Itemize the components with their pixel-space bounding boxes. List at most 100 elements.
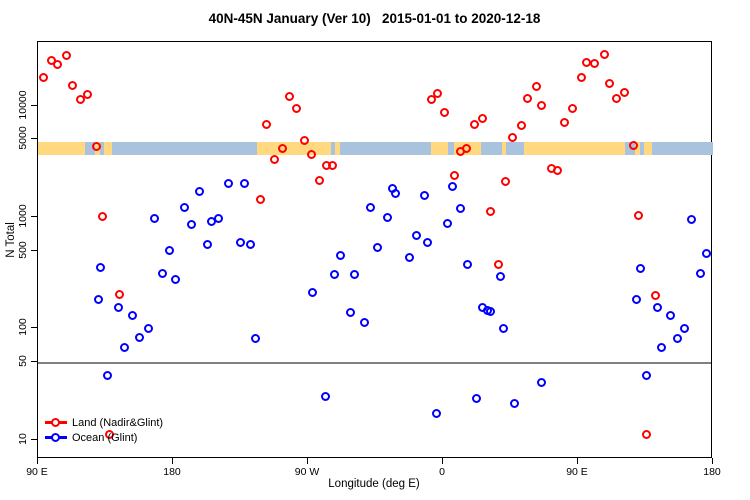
map-strip-segment-ocean: [447, 142, 454, 155]
y-axis-title: N Total: [5, 222, 17, 258]
legend-item-land: Land (Nadir&Glint): [44, 415, 163, 430]
x-axis-title: Longitude (deg E): [328, 478, 420, 490]
ocean-point: [680, 323, 690, 333]
map-strip-segment-ocean: [84, 142, 95, 155]
ocean-point: [656, 343, 666, 353]
land-point: [104, 430, 114, 440]
land-point: [114, 289, 124, 299]
x-tick-mark: [577, 458, 578, 464]
legend-label-land: Land (Nadir&Glint): [72, 416, 164, 429]
ocean-point: [696, 268, 706, 278]
map-strip-segment-land: [257, 142, 331, 155]
land-point: [439, 108, 449, 118]
land-point: [92, 142, 102, 152]
x-tick-mark: [307, 458, 308, 464]
land-point: [536, 101, 546, 111]
map-strip-segment-land: [38, 142, 85, 155]
map-strip-segment-land: [635, 142, 640, 155]
ocean-point: [113, 303, 123, 313]
ocean-marker-icon: [44, 430, 70, 445]
ocean-point: [321, 392, 331, 402]
ocean-point: [330, 269, 340, 279]
land-marker-icon: [44, 415, 70, 430]
land-point: [328, 161, 338, 171]
x-tick-mark: [172, 458, 173, 464]
ocean-point: [495, 271, 505, 281]
map-strip-segment-land: [335, 142, 340, 155]
land-point: [278, 144, 288, 154]
y-tick-label: 100: [17, 318, 29, 337]
ocean-point: [686, 214, 696, 224]
ocean-point: [223, 179, 233, 189]
legend-label-ocean: Ocean (Glint): [72, 431, 138, 444]
ocean-point: [499, 323, 509, 333]
ocean-point: [701, 249, 711, 259]
x-tick-label: 0: [439, 466, 445, 478]
y-tick-mark: [31, 216, 37, 217]
land-point: [292, 103, 302, 113]
ocean-point: [195, 187, 205, 197]
ocean-point: [157, 268, 167, 278]
land-point: [567, 104, 577, 114]
land-point: [432, 88, 442, 98]
map-strip-segment-land: [524, 142, 625, 155]
x-tick-mark: [442, 458, 443, 464]
ocean-point: [171, 275, 181, 285]
land-point: [629, 141, 639, 151]
land-point: [262, 120, 272, 130]
land-point: [52, 59, 62, 69]
y-tick-mark: [31, 104, 37, 106]
chart-title: 40N-45N January (Ver 10) 2015-01-01 to 2…: [208, 11, 541, 26]
ocean-point: [456, 203, 466, 213]
map-strip-segment-ocean: [99, 142, 104, 155]
ocean-point: [214, 213, 223, 223]
ocean-point: [366, 203, 376, 213]
y-tick-label: 500: [17, 240, 29, 259]
ocean-point: [404, 253, 414, 263]
ocean-point: [373, 242, 382, 252]
land-point: [307, 149, 317, 159]
land-point: [619, 87, 629, 97]
ocean-point: [96, 263, 106, 273]
ocean-point: [239, 178, 249, 188]
x-tick-label: 180: [703, 466, 721, 478]
land-point: [581, 57, 591, 67]
map-strip-segment-ocean: [651, 142, 713, 155]
ocean-point: [120, 342, 130, 352]
land-point: [477, 113, 487, 123]
land-point: [62, 51, 72, 61]
land-point: [553, 165, 563, 175]
ocean-point: [431, 409, 441, 419]
x-tick-label: 90 E: [566, 466, 588, 478]
y-tick-mark: [31, 327, 37, 329]
ocean-point: [245, 239, 255, 249]
land-point: [299, 136, 309, 146]
plot-area: Land (Nadir&Glint) Ocean (Glint): [37, 41, 713, 458]
ocean-point: [422, 237, 432, 247]
land-point: [611, 94, 621, 104]
y-tick-mark: [31, 438, 37, 440]
ocean-point: [536, 378, 546, 388]
ocean-point: [641, 371, 651, 381]
y-tick-mark: [31, 360, 37, 362]
ocean-point: [202, 239, 212, 249]
map-strip-segment-land: [501, 142, 506, 155]
land-point: [486, 207, 496, 217]
land-point: [501, 176, 511, 186]
ocean-point: [471, 394, 481, 404]
land-point: [469, 119, 479, 129]
land-point: [67, 80, 77, 90]
x-tick-mark: [712, 458, 713, 464]
ocean-point: [308, 287, 318, 297]
map-strip-segment-ocean: [506, 142, 524, 155]
land-point: [531, 82, 541, 91]
x-tick-label: 90 W: [294, 466, 320, 478]
land-point: [75, 95, 85, 105]
ocean-point: [251, 334, 261, 344]
y-tick-label: 10: [17, 432, 29, 445]
ocean-point: [390, 189, 400, 199]
map-strip-segment-ocean: [639, 142, 644, 155]
ocean-point: [165, 245, 175, 255]
ocean-point: [135, 332, 145, 342]
map-strip-segment-ocean: [339, 142, 431, 155]
